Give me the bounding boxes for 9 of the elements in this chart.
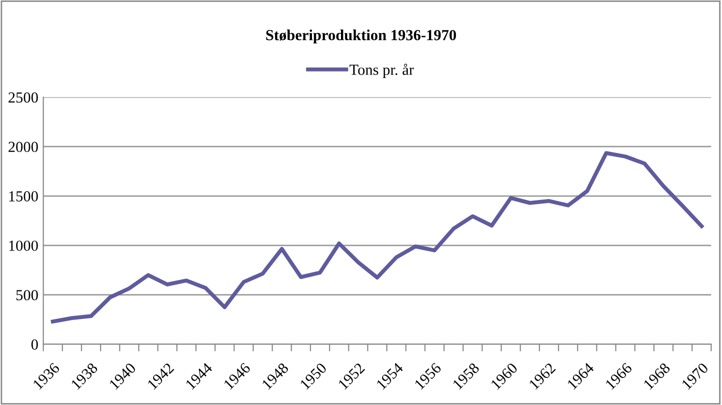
y-tick-label: 1500 bbox=[9, 191, 38, 202]
legend-label: Tons pr. år bbox=[350, 64, 414, 78]
y-tick-label: 2500 bbox=[8, 92, 38, 103]
line-series bbox=[50, 151, 704, 324]
chart-title: Støberiproduktion 1936-1970 bbox=[266, 30, 456, 44]
y-tick-label: 500 bbox=[16, 290, 38, 300]
y-tick-label: 1000 bbox=[9, 240, 38, 251]
y-tick-label: 2000 bbox=[8, 142, 38, 152]
y-tick-label: 0 bbox=[31, 339, 38, 350]
